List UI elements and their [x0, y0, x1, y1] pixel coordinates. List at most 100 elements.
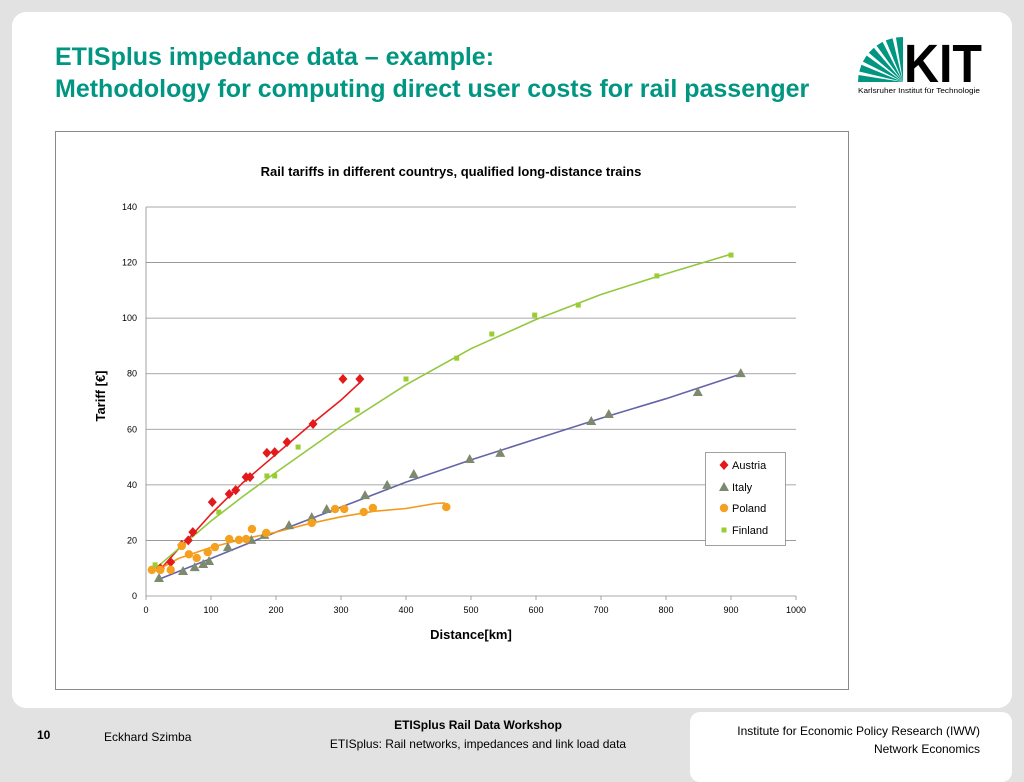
x-tick-label-600: 600 — [528, 605, 543, 615]
finland-trendline — [155, 253, 732, 569]
y-axis-label: Tariff [€] — [93, 370, 108, 421]
x-axis-label: Distance[km] — [430, 627, 512, 642]
austria-point-1 — [166, 557, 176, 568]
poland-point-6 — [203, 547, 212, 557]
x-tick-label-500: 500 — [463, 605, 478, 615]
poland-point-15 — [340, 504, 349, 514]
poland-point-11 — [247, 524, 257, 534]
italy-point-17 — [603, 409, 614, 419]
x-tick-label-1000: 1000 — [786, 605, 806, 615]
y-tick-label-40: 40 — [127, 480, 137, 490]
poland-point-2 — [166, 565, 175, 575]
footer-author: Eckhard Szimba — [104, 730, 192, 744]
kit-ray-1 — [858, 74, 903, 82]
y-tick-label-80: 80 — [127, 369, 137, 379]
italy-point-18 — [692, 387, 703, 397]
finland-point-2 — [264, 473, 270, 479]
x-tick-label-200: 200 — [268, 605, 283, 615]
italy-point-15 — [495, 447, 506, 457]
y-tick-label-120: 120 — [122, 258, 137, 268]
legend-label-austria: Austria — [732, 460, 767, 472]
footer-department: Network Economics — [873, 742, 980, 756]
finland-point-10 — [575, 302, 581, 308]
legend-label-finland: Finland — [732, 525, 768, 537]
x-tick-label-100: 100 — [203, 605, 218, 615]
legend-box — [705, 452, 786, 546]
italy-point-2 — [189, 562, 200, 572]
austria-point-10 — [262, 447, 272, 458]
italy-point-13 — [408, 469, 419, 479]
legend-marker-poland — [719, 503, 729, 513]
x-tick-label-700: 700 — [593, 605, 608, 615]
kit-logo-letters: KIT — [904, 36, 982, 94]
poland-point-13 — [307, 518, 316, 528]
legend-marker-italy — [719, 482, 729, 491]
austria-point-15 — [355, 373, 365, 384]
finland-point-3 — [272, 473, 278, 479]
austria-point-13 — [308, 419, 318, 430]
legend-markers — [719, 460, 729, 533]
italy-point-10 — [321, 504, 332, 514]
poland-point-17 — [368, 503, 378, 513]
finland-point-0 — [152, 562, 158, 568]
kit-ray-3 — [862, 55, 903, 82]
italy-point-1 — [178, 565, 189, 575]
finland-point-8 — [489, 331, 495, 337]
y-tick-label-100: 100 — [122, 313, 137, 323]
austria-point-14 — [338, 373, 348, 384]
kit-ray-5 — [876, 41, 903, 82]
marker-layer — [147, 252, 746, 582]
footer-event-title: ETISplus Rail Data Workshop — [394, 718, 562, 732]
x-tick-label-800: 800 — [658, 605, 673, 615]
finland-point-5 — [354, 407, 360, 413]
poland-point-5 — [192, 553, 201, 563]
austria-point-4 — [188, 527, 198, 538]
italy-point-19 — [735, 368, 746, 378]
page-number: 10 — [37, 728, 51, 742]
poland-point-4 — [184, 550, 194, 559]
italy-point-11 — [360, 490, 371, 500]
finland-point-11 — [654, 273, 660, 279]
x-tick-label-0: 0 — [143, 605, 148, 615]
x-tick-label-400: 400 — [398, 605, 413, 615]
y-tick-label-0: 0 — [132, 591, 137, 601]
kit-ray-6 — [885, 38, 903, 82]
chart-frame — [55, 131, 849, 690]
finland-point-1 — [216, 509, 222, 515]
grid-layer: 0 20 40 60 80 100 120 140 0 100 200 300 400 500 600 700… — [122, 202, 806, 615]
slide-title-line-1: ETISplus impedance data – example: — [55, 43, 495, 71]
italy-point-12 — [382, 479, 393, 489]
poland-point-0 — [147, 565, 157, 575]
legend-marker-austria — [719, 460, 729, 470]
poland-point-10 — [241, 534, 251, 544]
italy-point-4 — [204, 555, 215, 565]
austria-point-5 — [207, 497, 217, 508]
poland-point-16 — [359, 507, 368, 517]
poland-point-9 — [234, 535, 244, 545]
footer-institute: Institute for Economic Policy Research (… — [737, 724, 980, 738]
legend-marker-finland — [721, 527, 727, 533]
legend-label-poland: Poland — [732, 503, 766, 515]
poland-point-12 — [262, 528, 271, 538]
austria-point-12 — [282, 437, 292, 448]
austria-point-3 — [183, 535, 193, 546]
poland-point-8 — [225, 534, 234, 544]
kit-ray-4 — [868, 47, 903, 82]
italy-point-16 — [586, 415, 597, 425]
y-tick-label-140: 140 — [122, 202, 137, 212]
italy-trendline — [158, 374, 738, 581]
legend: Austria Italy Poland Finland — [705, 452, 786, 546]
austria-point-9 — [245, 472, 255, 483]
poland-point-3 — [177, 541, 186, 551]
poland-point-1 — [156, 565, 165, 575]
footer-event-subtitle: ETISplus: Rail networks, impedances and … — [329, 737, 627, 751]
chart-title: Rail tariffs in different countrys, qual… — [261, 164, 642, 179]
slide-title-line-2: Methodology for computing direct user co… — [55, 75, 810, 103]
italy-point-9 — [306, 512, 317, 522]
finland-point-12 — [728, 252, 734, 258]
x-tick-label-300: 300 — [333, 605, 348, 615]
kit-logo-subtitle: Karlsruher Institut für Technologie — [858, 86, 980, 95]
poland-point-7 — [210, 542, 220, 552]
kit-fan-icon — [858, 37, 903, 82]
kit-ray-7 — [895, 37, 903, 82]
